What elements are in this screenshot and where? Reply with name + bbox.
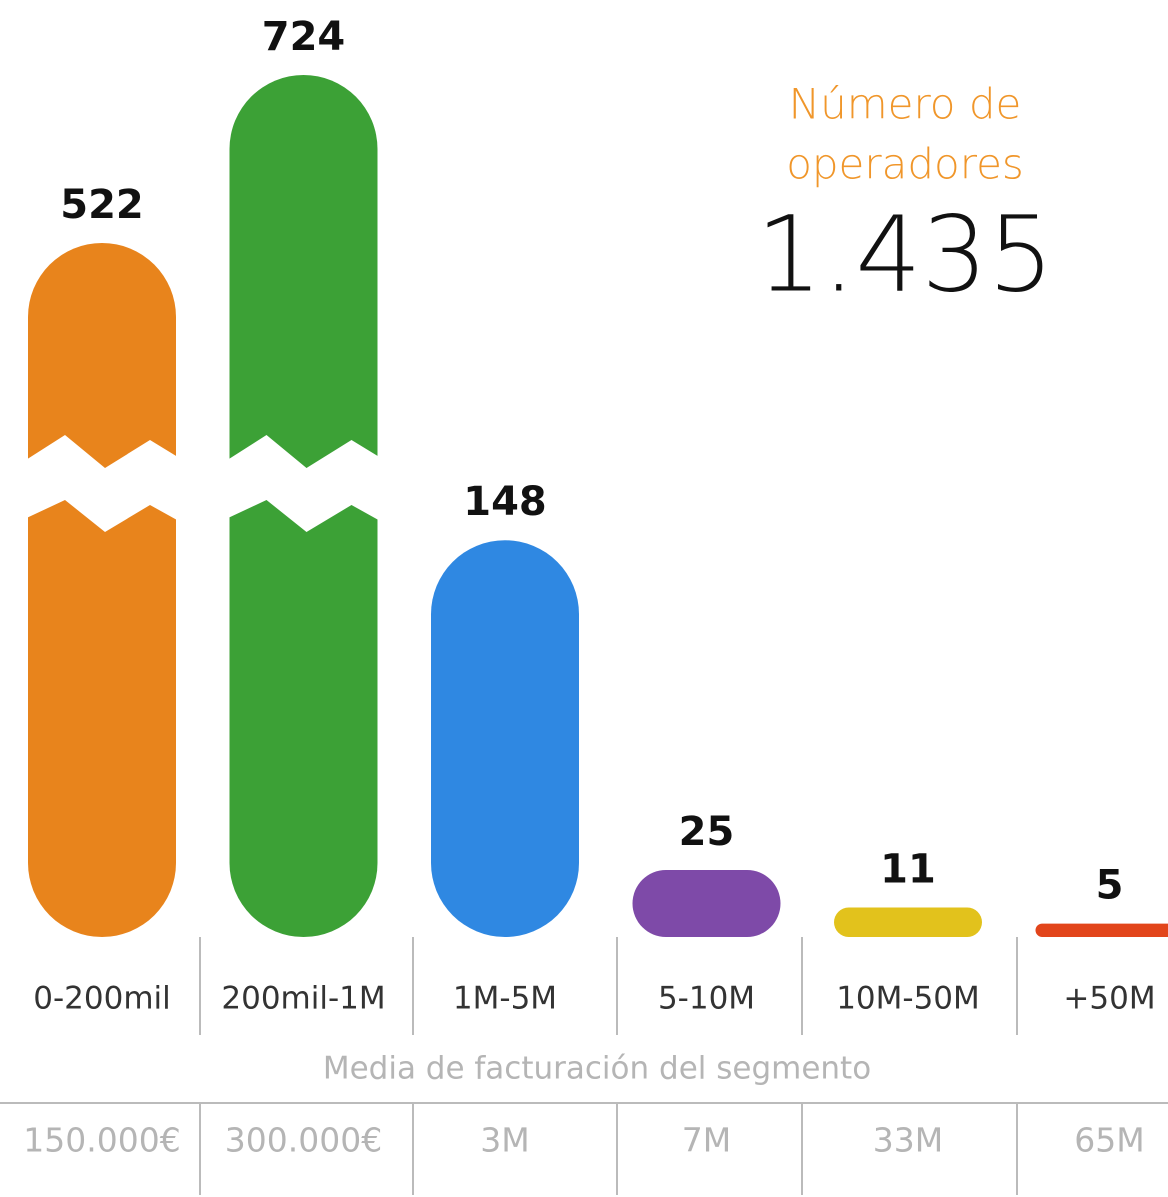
bar [834, 907, 982, 937]
value-label: 25 [679, 809, 735, 855]
value-label: 724 [262, 14, 346, 60]
chart-title: Número de [789, 80, 1022, 129]
axis-break [18, 435, 186, 532]
bar [28, 242, 176, 937]
table-cell: 7M [682, 1121, 731, 1160]
value-label: 5 [1096, 863, 1124, 909]
x-tick-label: 10M-50M [836, 981, 980, 1017]
table-cell: 300.000€ [225, 1121, 382, 1160]
bar [1035, 923, 1168, 937]
axis-break [219, 435, 388, 532]
x-tick-label: 1M-5M [453, 981, 557, 1017]
bar [431, 540, 579, 937]
table-cell: 3M [480, 1121, 529, 1160]
value-label: 148 [463, 479, 547, 525]
value-label: 522 [60, 182, 144, 228]
table-title: Media de facturación del segmento [323, 1051, 871, 1087]
table-cell: 150.000€ [23, 1121, 180, 1160]
table-cell: 33M [873, 1121, 943, 1160]
x-tick-label: 5-10M [658, 981, 755, 1017]
value-label: 11 [880, 847, 936, 893]
bar [632, 869, 781, 937]
chart-title: operadores [786, 140, 1024, 189]
table-cell: 65M [1074, 1121, 1144, 1160]
total: 1.435 [756, 193, 1054, 315]
x-tick-label: 200mil-1M [221, 981, 385, 1017]
x-tick-label: 0-200mil [33, 981, 171, 1017]
x-tick-label: +50M [1063, 981, 1155, 1017]
